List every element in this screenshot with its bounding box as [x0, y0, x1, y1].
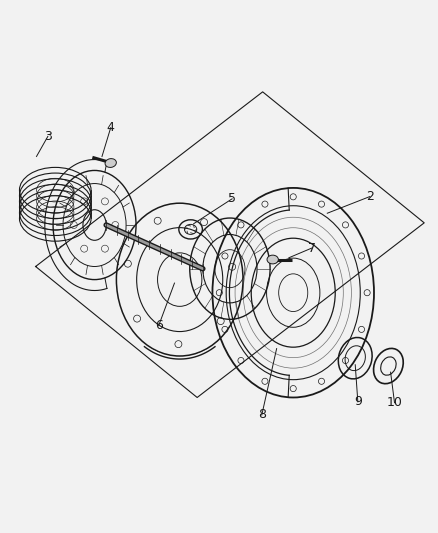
Text: 3: 3: [44, 130, 52, 143]
Text: 7: 7: [307, 241, 315, 255]
Ellipse shape: [267, 255, 279, 264]
Polygon shape: [145, 346, 215, 364]
Text: 10: 10: [387, 396, 403, 409]
Text: 2: 2: [366, 190, 374, 203]
Text: 6: 6: [155, 319, 162, 332]
Text: 8: 8: [258, 408, 266, 422]
Text: 9: 9: [354, 395, 362, 408]
Ellipse shape: [105, 159, 117, 167]
Text: 4: 4: [107, 121, 115, 134]
Text: 5: 5: [228, 192, 236, 205]
